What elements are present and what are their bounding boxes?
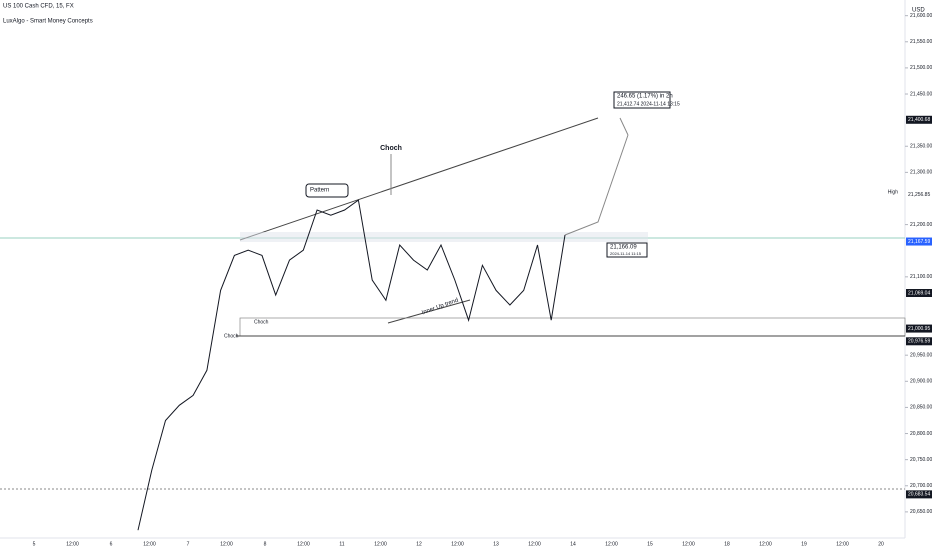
- choch-label: Choch: [380, 145, 402, 152]
- projection-detail: 21,412.74 2024-11-14 13:15: [617, 101, 680, 107]
- y-tick-label: 21,600.00: [910, 13, 932, 19]
- price-label: 21,256.85: [908, 192, 930, 198]
- x-tick-label: 13: [493, 541, 499, 547]
- price-label-bg: [906, 190, 932, 199]
- marker-label: 21,166.09: [610, 245, 637, 251]
- x-tick-label: 20: [878, 541, 884, 547]
- y-tick-label: 20,700.00: [910, 483, 932, 489]
- pattern-box: [305, 183, 349, 198]
- price-label: 21,400.68: [908, 117, 930, 123]
- y-tick-label: 20,950.00: [910, 353, 932, 359]
- y-tick-label: 21,450.00: [910, 91, 932, 97]
- x-tick-label: 19: [801, 541, 807, 547]
- price-label-bg: [906, 115, 932, 124]
- marker-box: [606, 242, 648, 258]
- price-label-bg: [906, 237, 932, 246]
- x-tick-label: 11: [339, 541, 344, 547]
- choch-zone-label: Choch: [254, 319, 269, 325]
- y-tick-label: 20,800.00: [910, 431, 932, 437]
- projection-label: 246.65 (1.17%) in 2h: [617, 94, 673, 100]
- x-tick-label: 12:00: [143, 541, 156, 547]
- price-label-bg: [906, 324, 932, 333]
- price-label: 20,976.59: [908, 339, 930, 345]
- x-tick-label: 12:00: [605, 541, 618, 547]
- y-tick-label: 21,200.00: [910, 222, 932, 228]
- y-tick-label: 21,550.00: [910, 39, 932, 45]
- x-tick-label: 18: [724, 541, 730, 547]
- y-tick-label: 21,300.00: [910, 170, 932, 176]
- y-tick-label: 20,850.00: [910, 405, 932, 411]
- x-tick-label: 15: [647, 541, 653, 547]
- x-tick-label: 12:00: [297, 541, 310, 547]
- price-label-bg: [906, 289, 932, 298]
- x-tick-label: 8: [264, 541, 267, 547]
- currency: USD: [912, 8, 925, 14]
- x-tick-label: 12:00: [528, 541, 541, 547]
- projection-box: [613, 91, 671, 109]
- y-tick-label: 21,100.00: [910, 274, 932, 280]
- trendline: [239, 117, 599, 241]
- y-tick-label: 21,350.00: [910, 144, 932, 150]
- x-tick-label: 12:00: [220, 541, 233, 547]
- price-label: 21,069.04: [908, 290, 930, 296]
- range-box: [240, 232, 648, 242]
- x-tick-label: 12:00: [66, 541, 79, 547]
- projection-path: [564, 117, 629, 236]
- pattern-label: Pattern: [310, 188, 329, 194]
- x-tick-label: 12:00: [682, 541, 695, 547]
- title: US 100 Cash CFD, 15, FX: [3, 4, 74, 10]
- price-label-bg: [906, 337, 932, 346]
- choch-left-label: Choch: [224, 333, 239, 339]
- inner-trendline: [387, 299, 471, 324]
- price-label-bg: [906, 490, 932, 499]
- x-tick-label: 12:00: [451, 541, 464, 547]
- price-label: 20,683.54: [908, 492, 930, 498]
- y-tick-label: 20,750.00: [910, 457, 932, 463]
- x-tick-label: 5: [33, 541, 36, 547]
- x-tick-label: 12: [416, 541, 422, 547]
- y-tick-label: 20,900.00: [910, 379, 932, 385]
- y-tick-label: 21,500.00: [910, 65, 932, 71]
- y-tick-label: 20,650.00: [910, 509, 932, 515]
- x-tick-label: 12:00: [759, 541, 772, 547]
- price-label: 21,167.59: [908, 239, 930, 245]
- subtitle: LuxAlgo - Smart Money Concepts: [3, 19, 93, 25]
- x-tick-label: 14: [570, 541, 576, 547]
- high-label: High: [888, 189, 899, 195]
- x-tick-label: 12:00: [374, 541, 387, 547]
- price-label: 21,000.95: [908, 326, 930, 332]
- marker-date: 2024-11-14 11:15: [610, 251, 642, 256]
- price-line: [137, 199, 566, 531]
- x-tick-label: 12:00: [836, 541, 849, 547]
- x-tick-label: 6: [110, 541, 113, 547]
- x-tick-label: 7: [187, 541, 190, 547]
